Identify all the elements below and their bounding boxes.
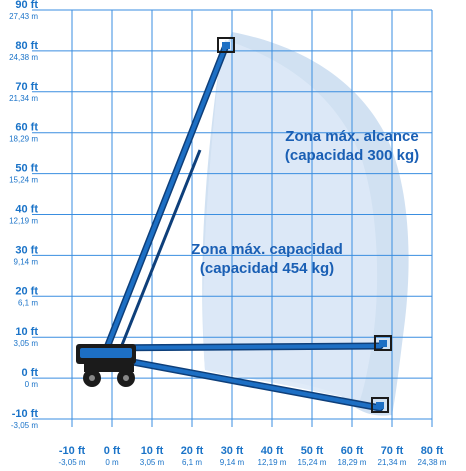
y-tick-ft: 50 ft <box>15 163 38 175</box>
boom-horizontal <box>86 335 392 352</box>
x-tick-ft: 0 ft <box>104 445 121 457</box>
y-tick-m: -3,05 m <box>11 421 38 430</box>
boom-high <box>104 37 235 351</box>
y-tick-ft: 70 ft <box>15 81 38 93</box>
x-axis-labels: -10 ft-3,05 m 0 ft0 m 10 ft3,05 m 20 ft6,1 … <box>58 445 446 467</box>
x-tick-m: 3,05 m <box>140 458 165 467</box>
max-capacity-title: Zona máx. capacidad <box>191 241 343 258</box>
x-tick-m: -3,05 m <box>58 458 85 467</box>
x-tick-ft: 30 ft <box>221 445 244 457</box>
y-tick-ft: 90 ft <box>15 0 38 11</box>
y-tick-m: 18,29 m <box>9 135 38 144</box>
y-tick-m: 6,1 m <box>18 298 38 307</box>
y-tick-m: 3,05 m <box>14 339 39 348</box>
machine-base <box>76 344 136 387</box>
x-tick-m: 9,14 m <box>220 458 245 467</box>
x-tick-m: 15,24 m <box>298 458 327 467</box>
y-tick-ft: -10 ft <box>12 408 39 420</box>
y-tick-m: 24,38 m <box>9 53 38 62</box>
x-tick-ft: 20 ft <box>181 445 204 457</box>
x-tick-m: 21,34 m <box>378 458 407 467</box>
x-tick-ft: -10 ft <box>59 445 86 457</box>
x-tick-m: 18,29 m <box>338 458 367 467</box>
x-tick-m: 6,1 m <box>182 458 202 467</box>
x-tick-ft: 70 ft <box>381 445 404 457</box>
y-tick-ft: 80 ft <box>15 40 38 52</box>
x-tick-ft: 50 ft <box>301 445 324 457</box>
y-tick-m: 21,34 m <box>9 94 38 103</box>
x-tick-ft: 80 ft <box>421 445 444 457</box>
y-tick-ft: 30 ft <box>15 244 38 256</box>
y-tick-ft: 40 ft <box>15 204 38 216</box>
max-reach-title: Zona máx. alcance <box>285 128 418 145</box>
x-tick-m: 12,19 m <box>258 458 287 467</box>
y-tick-ft: 0 ft <box>22 367 39 379</box>
y-tick-m: 15,24 m <box>9 176 38 185</box>
y-tick-ft: 10 ft <box>15 326 38 338</box>
x-tick-m: 0 m <box>105 458 119 467</box>
x-tick-m: 24,38 m <box>418 458 447 467</box>
x-tick-ft: 60 ft <box>341 445 364 457</box>
max-capacity-capacity: (capacidad 454 kg) <box>200 260 334 277</box>
max-reach-capacity: (capacidad 300 kg) <box>285 147 419 164</box>
x-tick-ft: 10 ft <box>141 445 164 457</box>
boom-low <box>91 351 389 413</box>
max-capacity-zone <box>203 40 378 400</box>
y-tick-ft: 60 ft <box>15 122 38 134</box>
y-tick-m: 12,19 m <box>9 217 38 226</box>
y-tick-ft: 20 ft <box>15 285 38 297</box>
y-tick-m: 27,43 m <box>9 12 38 21</box>
x-tick-ft: 40 ft <box>261 445 284 457</box>
y-tick-m: 9,14 m <box>14 257 39 266</box>
y-tick-m: 0 m <box>25 380 39 389</box>
